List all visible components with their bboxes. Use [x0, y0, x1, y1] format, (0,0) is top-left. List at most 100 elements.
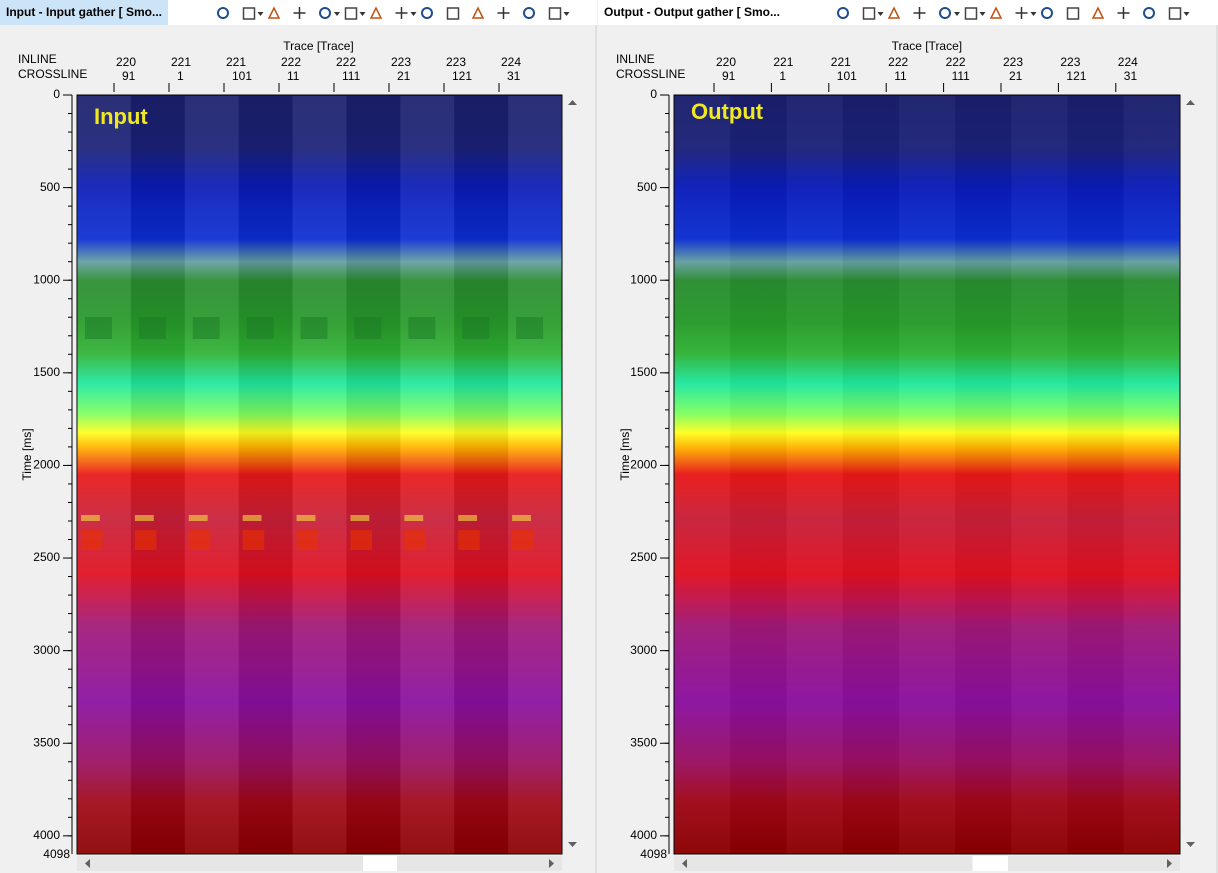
crossline-value: 21: [1009, 69, 1023, 83]
y-tick-label: 4000: [630, 828, 657, 842]
y-tick-label: 4000: [33, 828, 60, 842]
horizontal-scrollbar[interactable]: [77, 856, 562, 871]
scroll-right[interactable]: [549, 859, 554, 868]
toolbar-button[interactable]: [964, 7, 986, 20]
title-tab[interactable]: [0, 0, 168, 25]
icon: [989, 6, 1003, 19]
toolbar-button[interactable]: [421, 7, 433, 19]
scroll-left[interactable]: [85, 859, 90, 868]
toolbar-button[interactable]: [989, 6, 1003, 19]
crossline-value: 111: [342, 69, 361, 83]
vertical-scrollbar[interactable]: [564, 95, 581, 852]
icon: [913, 7, 926, 19]
title-tab[interactable]: [598, 0, 766, 25]
scroll-thumb[interactable]: [363, 856, 398, 871]
icon: [395, 7, 408, 19]
event-blob: [512, 515, 531, 521]
y-tick-label: 3000: [630, 643, 657, 657]
icon: [548, 7, 562, 20]
toolbar-button[interactable]: [862, 7, 884, 20]
event-blob: [354, 317, 382, 339]
dropdown-caret: [410, 12, 417, 16]
icon: [344, 7, 358, 20]
icon: [497, 7, 510, 19]
trace-strip: [786, 96, 842, 854]
toolbar-button[interactable]: [395, 7, 417, 19]
event-blob: [296, 515, 316, 521]
icon: [1117, 7, 1130, 19]
toolbar-button[interactable]: [217, 7, 229, 19]
toolbar-button[interactable]: [446, 7, 460, 20]
icon: [1168, 7, 1182, 20]
toolbar-button[interactable]: [1041, 7, 1053, 19]
icon: [939, 7, 951, 19]
toolbar-button[interactable]: [939, 7, 960, 19]
icon: [1066, 7, 1080, 20]
y-tick-label: 2500: [630, 550, 657, 564]
scroll-up[interactable]: [568, 100, 577, 105]
toolbar-button[interactable]: [497, 7, 510, 19]
toolbar-button[interactable]: [369, 6, 383, 19]
icon: [1091, 6, 1105, 19]
y-tick-label: 0: [650, 87, 657, 101]
scroll-thumb[interactable]: [972, 856, 1008, 871]
icon: [964, 7, 978, 20]
toolbar-button[interactable]: [913, 7, 926, 19]
toolbar-button[interactable]: [1066, 7, 1080, 20]
scroll-down[interactable]: [568, 842, 577, 847]
toolbar-button[interactable]: [1117, 7, 1130, 19]
y-tick-label: 3500: [630, 735, 657, 749]
toolbar-button[interactable]: [344, 7, 366, 20]
x-axis-label: Trace [Trace]: [892, 39, 962, 53]
toolbar-button[interactable]: [523, 7, 535, 19]
trace-strip: [508, 96, 562, 854]
horizontal-scrollbar[interactable]: [674, 856, 1180, 871]
trace-strip: [674, 96, 730, 854]
event-blob: [85, 317, 112, 339]
icon: [887, 6, 901, 19]
y-tick-label: 1500: [33, 365, 60, 379]
scroll-up[interactable]: [1186, 100, 1195, 105]
event-blob: [246, 317, 274, 339]
scroll-down[interactable]: [1186, 842, 1195, 847]
dropdown-caret: [334, 12, 340, 16]
icon: [446, 7, 460, 20]
y-tick-label: 1000: [33, 272, 60, 286]
inline-value: 222: [336, 55, 356, 69]
event-blob: [462, 317, 490, 339]
crossline-label: CROSSLINE: [616, 67, 685, 81]
event-blob: [134, 515, 154, 521]
inline-value: 224: [501, 55, 521, 69]
overlay-label: Output: [691, 99, 764, 124]
toolbar-button[interactable]: [1091, 6, 1105, 19]
inline-value: 222: [946, 55, 966, 69]
trace-strip: [400, 96, 455, 854]
vertical-scrollbar[interactable]: [1182, 95, 1199, 852]
scroll-right[interactable]: [1167, 859, 1172, 868]
toolbar-button[interactable]: [471, 6, 485, 19]
event-blob: [188, 530, 211, 550]
toolbar-button[interactable]: [319, 7, 340, 19]
trace-strip: [955, 96, 1011, 854]
event-blob: [516, 317, 544, 339]
icon: [837, 7, 849, 19]
toolbar-button[interactable]: [267, 6, 281, 19]
x-axis-label: Trace [Trace]: [283, 39, 353, 53]
toolbar-button[interactable]: [1015, 7, 1037, 19]
y-end-label: 4098: [43, 847, 70, 861]
toolbar-button[interactable]: [293, 7, 306, 19]
toolbar-button[interactable]: [1143, 7, 1155, 19]
toolbar-button[interactable]: [548, 7, 570, 20]
toolbar-button[interactable]: [837, 7, 849, 19]
toolbar-button[interactable]: [1168, 7, 1190, 20]
icon: [421, 7, 433, 19]
toolbar-button[interactable]: [242, 7, 264, 20]
toolbar-button[interactable]: [887, 6, 901, 19]
y-tick-label: 3500: [33, 735, 60, 749]
y-tick-label: 0: [53, 87, 60, 101]
inline-value: 223: [1060, 55, 1080, 69]
trace-strip: [130, 96, 185, 854]
event-blob: [408, 317, 436, 339]
trace-strip: [1068, 96, 1124, 854]
scroll-left[interactable]: [682, 859, 687, 868]
